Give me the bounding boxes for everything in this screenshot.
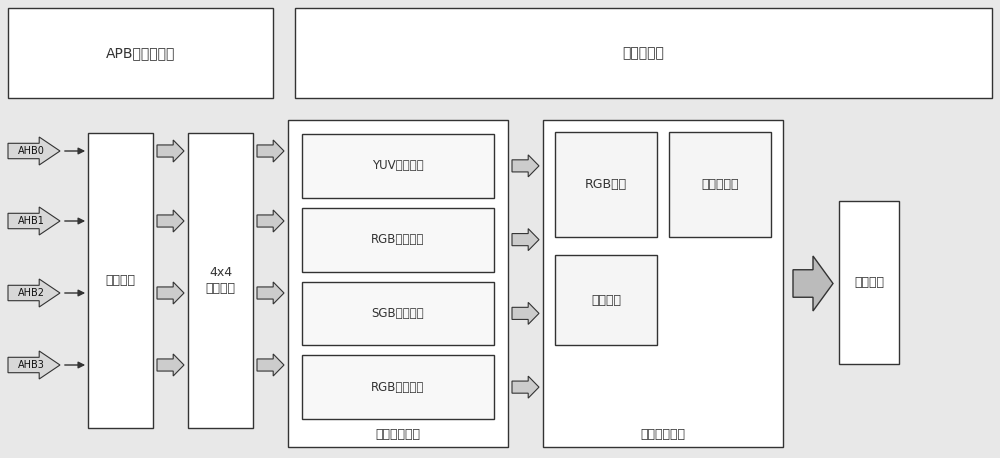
Text: 半透明叠加: 半透明叠加 [701,178,739,191]
Polygon shape [257,354,284,376]
Bar [543,120,783,447]
Text: RGB处理通道: RGB处理通道 [371,233,425,246]
Polygon shape [157,282,184,304]
Polygon shape [257,210,284,232]
Polygon shape [512,302,539,324]
Bar [302,134,494,198]
Polygon shape [8,351,60,379]
Polygon shape [512,376,539,398]
Bar [288,120,508,447]
Bar [295,8,992,98]
Text: RGB处理通道: RGB处理通道 [371,381,425,393]
Text: 4x4
交换矩阵: 4x4 交换矩阵 [206,267,236,294]
Polygon shape [257,282,284,304]
Text: 时序产生器: 时序产生器 [623,46,664,60]
Bar [839,201,899,364]
Polygon shape [257,140,284,162]
Polygon shape [157,354,184,376]
Polygon shape [157,140,184,162]
Text: YUV处理通道: YUV处理通道 [372,159,424,172]
Polygon shape [157,210,184,232]
Text: AHB1: AHB1 [18,216,45,226]
Text: APB寄存器接口: APB寄存器接口 [106,46,175,60]
Text: AHB3: AHB3 [18,360,45,370]
Bar [302,208,494,272]
Text: 合成处理通道: 合成处理通道 [640,429,686,442]
Bar [555,255,657,345]
Text: SGB处理通道: SGB处理通道 [372,307,424,320]
Polygon shape [8,137,60,165]
Bar [555,132,657,237]
Polygon shape [793,256,833,311]
Bar [188,133,253,428]
Text: 独立处理通道: 独立处理通道 [376,429,420,442]
Text: AHB0: AHB0 [18,146,45,156]
Bar [8,8,273,98]
Text: RGB调整: RGB调整 [585,178,627,191]
Text: 通道合并: 通道合并 [591,294,621,306]
Text: 输出控制: 输出控制 [854,276,884,289]
Polygon shape [512,229,539,251]
Bar [302,282,494,345]
Bar [302,355,494,419]
Polygon shape [8,207,60,235]
Polygon shape [8,279,60,307]
Text: AHB2: AHB2 [18,288,45,298]
Bar [88,133,153,428]
Text: 总线接口: 总线接口 [106,274,136,287]
Bar [669,132,771,237]
Polygon shape [512,155,539,177]
